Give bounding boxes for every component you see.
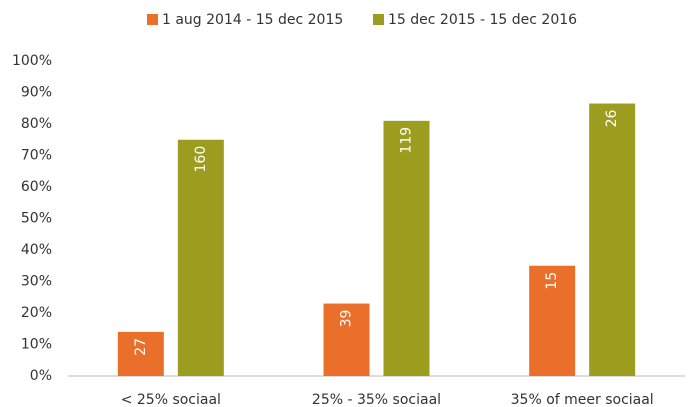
y-tick-label: 60% xyxy=(21,179,52,195)
legend-swatch xyxy=(373,14,384,25)
y-tick-label: 80% xyxy=(21,116,52,132)
data-label: 15 xyxy=(544,272,560,290)
data-label: 160 xyxy=(193,146,209,173)
bar xyxy=(117,331,164,376)
legend-label: 1 aug 2014 - 15 dec 2015 xyxy=(162,12,343,28)
legend-swatch xyxy=(147,14,158,25)
y-tick-label: 0% xyxy=(30,368,52,384)
bar xyxy=(383,120,430,376)
bar xyxy=(529,265,576,376)
legend-label: 15 dec 2015 - 15 dec 2016 xyxy=(388,12,577,28)
y-tick-label: 20% xyxy=(21,305,52,321)
y-tick-label: 90% xyxy=(21,85,52,101)
data-label: 39 xyxy=(339,310,355,328)
data-label: 119 xyxy=(399,127,415,154)
data-label: 27 xyxy=(133,338,149,356)
bar xyxy=(323,303,370,376)
y-tick-label: 100% xyxy=(12,53,52,69)
x-tick-label: < 25% sociaal xyxy=(121,392,221,407)
y-tick-label: 70% xyxy=(21,148,52,164)
bar xyxy=(589,103,636,377)
y-tick-label: 50% xyxy=(21,211,52,227)
y-tick-label: 30% xyxy=(21,274,52,290)
x-tick-label: 35% of meer sociaal xyxy=(511,392,654,407)
y-tick-label: 10% xyxy=(21,337,52,353)
x-tick-label: 25% - 35% sociaal xyxy=(312,392,441,407)
bar xyxy=(177,139,224,376)
y-tick-label: 40% xyxy=(21,242,52,258)
data-label: 26 xyxy=(604,109,620,127)
